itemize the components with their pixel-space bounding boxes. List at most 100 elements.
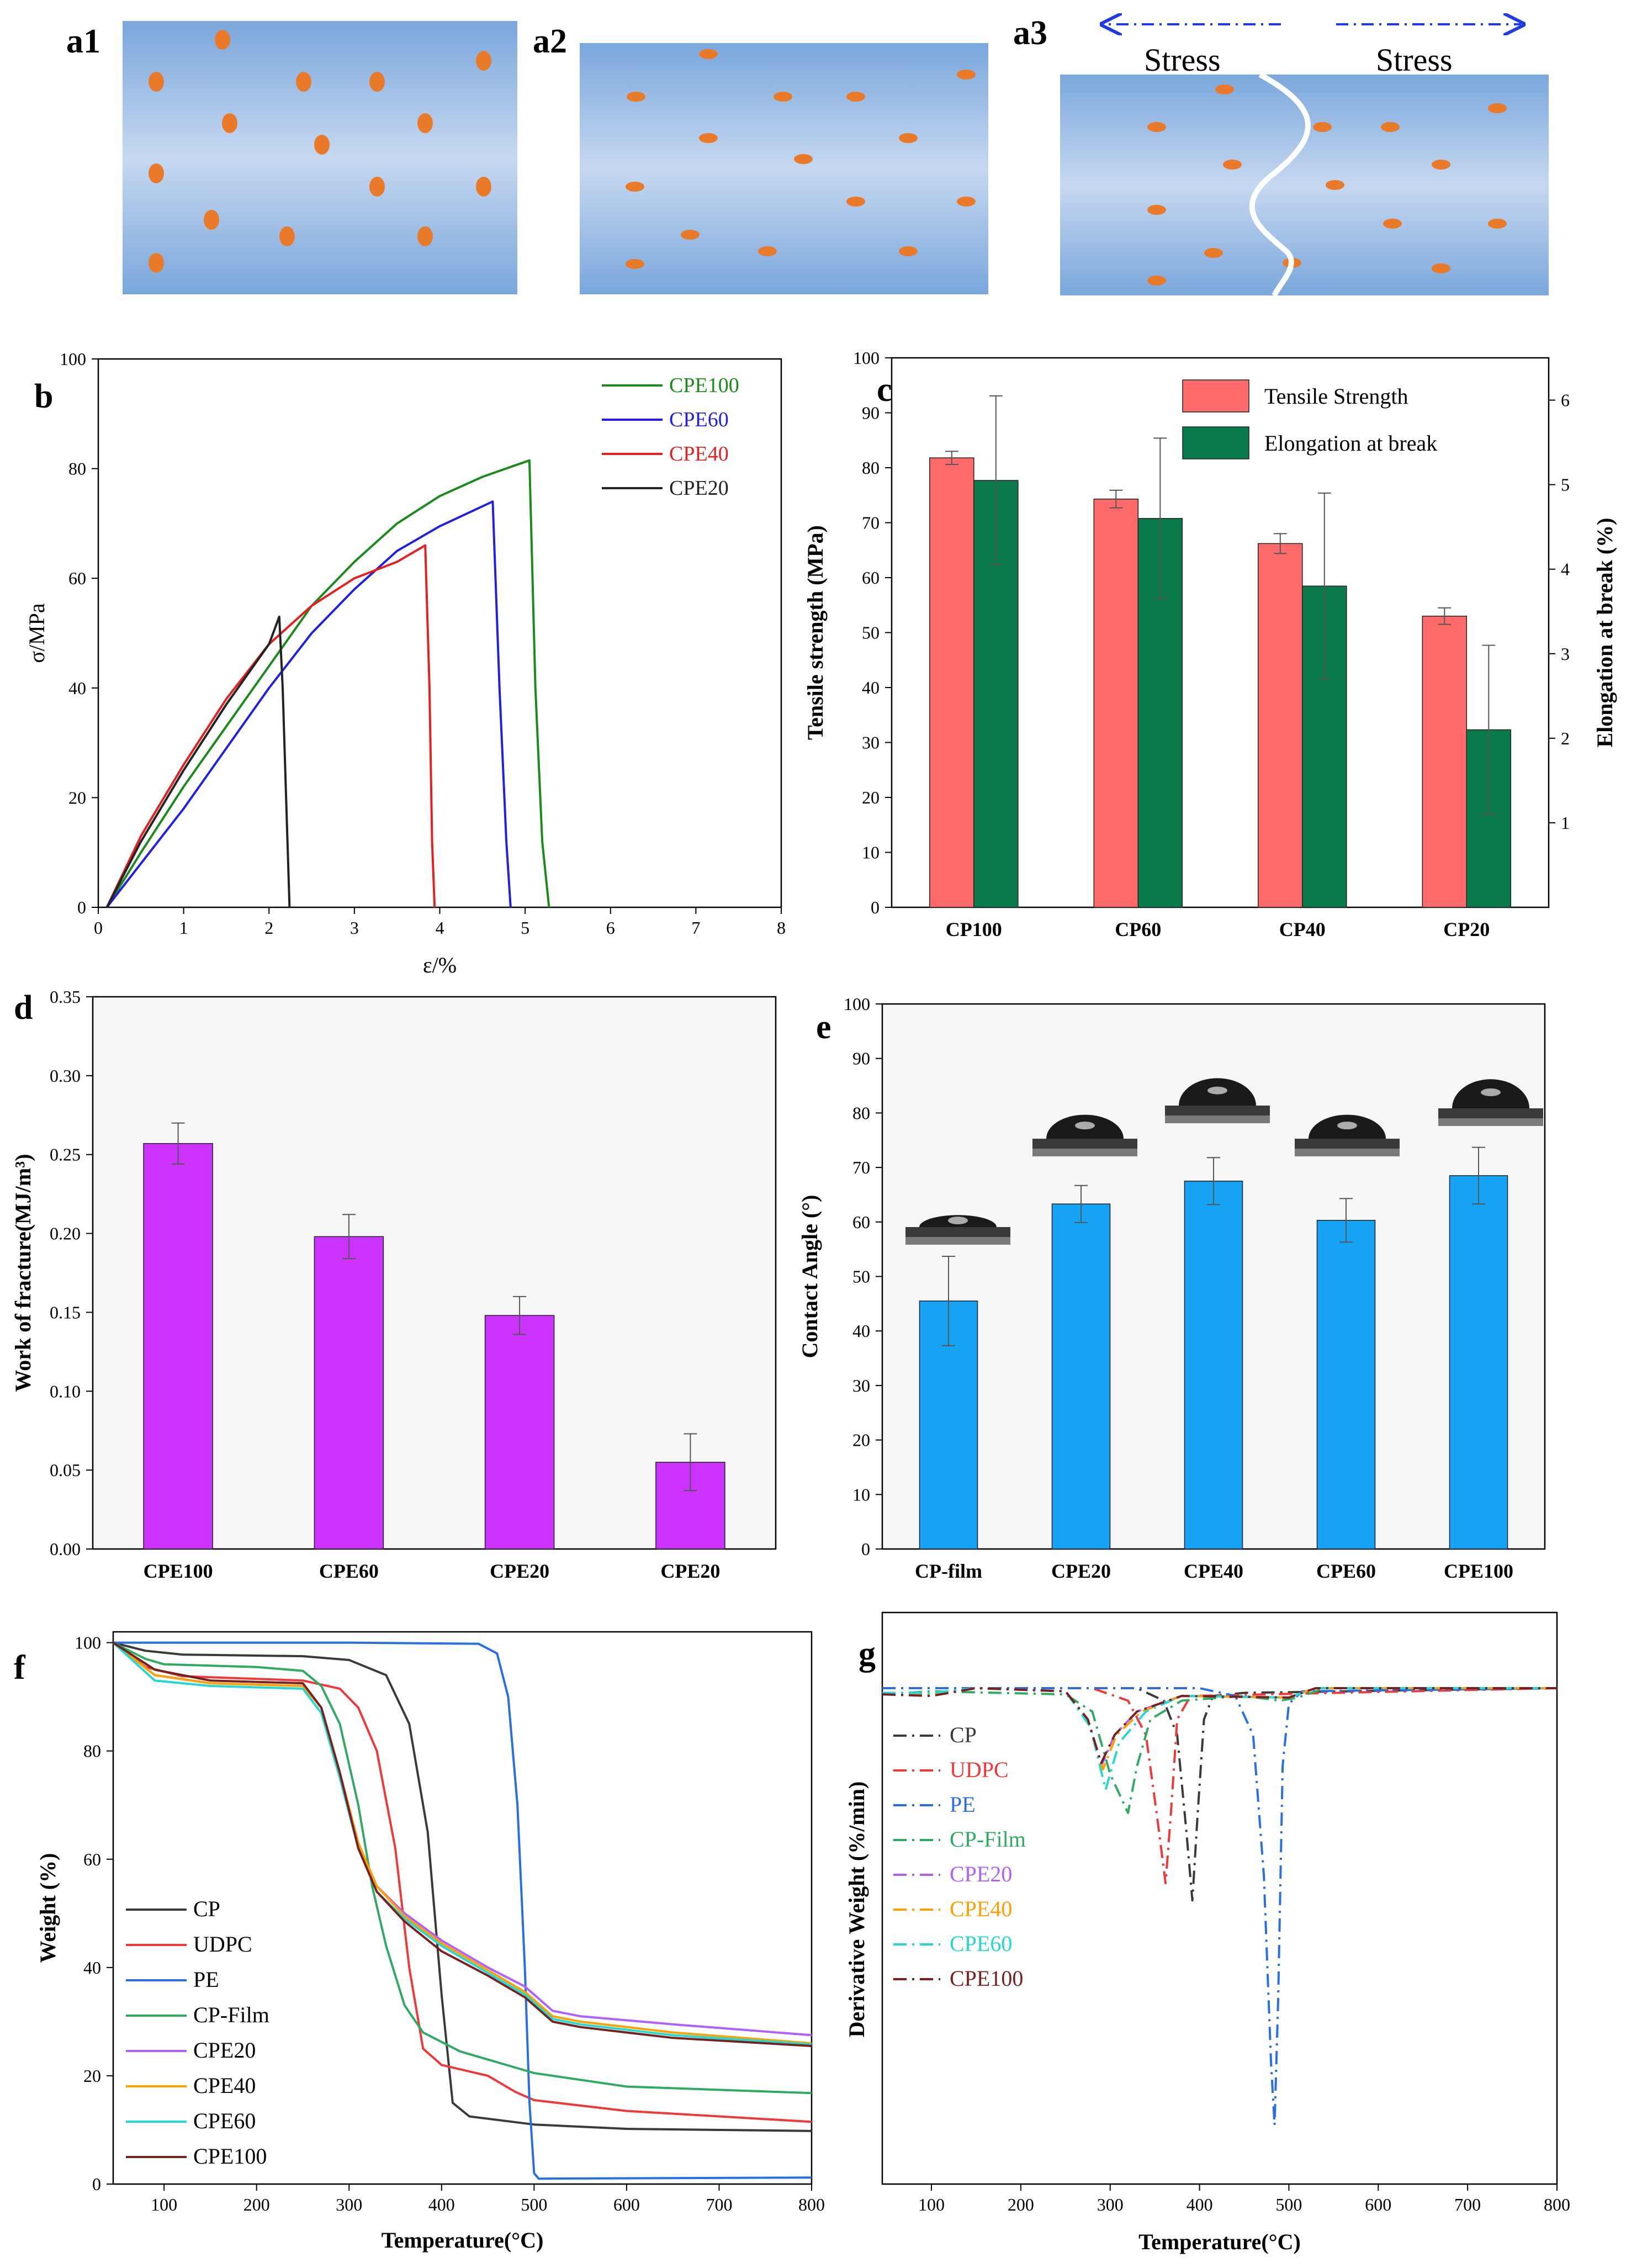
bar-tensile-strength bbox=[1258, 543, 1303, 908]
y-tick-label: 70 bbox=[852, 1157, 870, 1177]
y-tick-label: 10 bbox=[862, 843, 880, 863]
y-tick-label: 80 bbox=[852, 1103, 870, 1123]
y-tick-label: 100 bbox=[844, 994, 870, 1014]
panel-label-g: g bbox=[859, 1635, 876, 1673]
droplet-shadow bbox=[1438, 1118, 1543, 1126]
x-tick-label: 300 bbox=[1097, 2195, 1124, 2214]
y-tick-label: 0.20 bbox=[50, 1224, 81, 1244]
y-tick-label: 30 bbox=[862, 733, 880, 753]
series-line-pe bbox=[882, 1687, 1558, 2126]
legend-label: CPE20 bbox=[669, 477, 729, 500]
x-tick-label: 800 bbox=[798, 2195, 825, 2214]
legend-label: CPE60 bbox=[669, 408, 729, 431]
particle-dot bbox=[681, 230, 700, 240]
series-line-udpc bbox=[112, 1642, 812, 2123]
y-tick-label: 0.00 bbox=[50, 1539, 81, 1559]
particle-dot bbox=[1488, 219, 1507, 229]
category-label: CPE100 bbox=[1444, 1560, 1513, 1582]
particle-dot bbox=[626, 182, 644, 192]
y-tick-label: 20 bbox=[83, 2066, 101, 2086]
category-label: CP-film bbox=[915, 1560, 982, 1582]
particle-dot bbox=[1147, 276, 1166, 286]
panel-label-c: c bbox=[877, 371, 892, 409]
particles-a1 bbox=[149, 30, 491, 273]
category-label: CPE40 bbox=[1184, 1560, 1243, 1582]
series-line-cpe100 bbox=[112, 1641, 812, 2047]
bar-contact-angle bbox=[1184, 1181, 1243, 1550]
y-tick-label: 80 bbox=[83, 1741, 101, 1761]
legend-label: CPE60 bbox=[950, 1931, 1012, 1956]
y-tick-label: 20 bbox=[862, 787, 880, 807]
x-tick-label: 1 bbox=[179, 918, 188, 938]
y-tick-label: 80 bbox=[862, 458, 880, 478]
bar-tensile-strength bbox=[929, 457, 974, 908]
particle-dot bbox=[417, 226, 433, 246]
plot-frame bbox=[881, 1611, 1558, 2185]
y-tick-label: 70 bbox=[862, 513, 880, 533]
particle-dot bbox=[957, 197, 976, 207]
particles-a3 bbox=[1147, 84, 1507, 286]
particle-dot bbox=[222, 113, 237, 133]
legend-label: CPE100 bbox=[669, 374, 739, 397]
series-line-udpc bbox=[882, 1687, 1558, 1885]
legend-label: CPE20 bbox=[193, 2038, 256, 2063]
bar-tensile-strength bbox=[1093, 498, 1139, 908]
droplet-shadow bbox=[1295, 1149, 1400, 1156]
panel-label-e: e bbox=[816, 1008, 831, 1046]
y-tick-label: 0 bbox=[871, 897, 880, 917]
legend-swatch bbox=[1182, 379, 1249, 413]
legend-label: CPE60 bbox=[193, 2108, 256, 2133]
legend-label: CPE40 bbox=[193, 2073, 256, 2098]
particle-dot bbox=[314, 135, 330, 155]
particle-dot bbox=[1147, 122, 1166, 132]
x-tick-label: 400 bbox=[1187, 2195, 1213, 2214]
plot-frame bbox=[97, 358, 782, 908]
stress-label-right: Stress bbox=[1376, 42, 1453, 78]
panel-label-f: f bbox=[14, 1649, 26, 1687]
particle-dot bbox=[846, 197, 865, 207]
y-tick-label: 10 bbox=[852, 1484, 870, 1504]
category-label: CPE20 bbox=[490, 1560, 549, 1582]
category-label: CPE60 bbox=[1316, 1560, 1376, 1582]
y-tick-label: 0.30 bbox=[50, 1066, 81, 1086]
panel-label-b: b bbox=[34, 378, 53, 415]
x-tick-label: 300 bbox=[336, 2195, 362, 2214]
legend-label: CPE20 bbox=[950, 1862, 1012, 1886]
y-axis-label: Tensile strength (MPa) bbox=[803, 525, 828, 740]
y-tick-label: 0 bbox=[92, 2174, 101, 2194]
crack-path bbox=[1249, 72, 1311, 297]
droplet-shadow bbox=[1032, 1149, 1137, 1156]
panel-label-a1: a1 bbox=[66, 23, 100, 60]
particle-dot bbox=[215, 30, 230, 50]
legend-label: PE bbox=[193, 1967, 219, 1992]
bar-contact-angle bbox=[1316, 1220, 1376, 1550]
y-tick-label: 0.25 bbox=[50, 1145, 81, 1165]
droplet-highlight bbox=[1337, 1122, 1357, 1130]
particle-dot bbox=[279, 226, 295, 246]
y-tick-label: 60 bbox=[852, 1212, 870, 1232]
category-label: CPE100 bbox=[144, 1560, 213, 1582]
particle-dot bbox=[699, 49, 718, 59]
y-tick-label: 90 bbox=[862, 403, 880, 423]
y-tick-label: 0 bbox=[77, 897, 86, 917]
legend-label: CP-Film bbox=[950, 1827, 1026, 1852]
legend-swatch bbox=[1182, 426, 1249, 459]
y-tick-label: 0 bbox=[861, 1539, 870, 1559]
bar-work-of-fracture bbox=[143, 1143, 213, 1550]
x-axis-label: Temperature(°C) bbox=[1138, 2229, 1301, 2254]
category-label: CPE60 bbox=[319, 1560, 379, 1582]
particle-dot bbox=[774, 92, 792, 102]
y-tick-label: 30 bbox=[852, 1376, 870, 1395]
series-line-cpe60 bbox=[105, 500, 512, 908]
particle-dot bbox=[1223, 160, 1242, 170]
x-tick-label: 700 bbox=[1454, 2195, 1481, 2214]
series-line-cp bbox=[113, 1641, 812, 2132]
droplet-highlight bbox=[1075, 1122, 1095, 1130]
particle-dot bbox=[957, 70, 976, 80]
x-tick-label: 500 bbox=[521, 2195, 547, 2214]
droplet-shadow bbox=[905, 1237, 1010, 1245]
particle-dot bbox=[899, 133, 918, 143]
y-axis-label: Contact Angle (°) bbox=[797, 1195, 822, 1358]
x-tick-label: 600 bbox=[613, 2195, 640, 2214]
particle-dot bbox=[369, 177, 385, 197]
